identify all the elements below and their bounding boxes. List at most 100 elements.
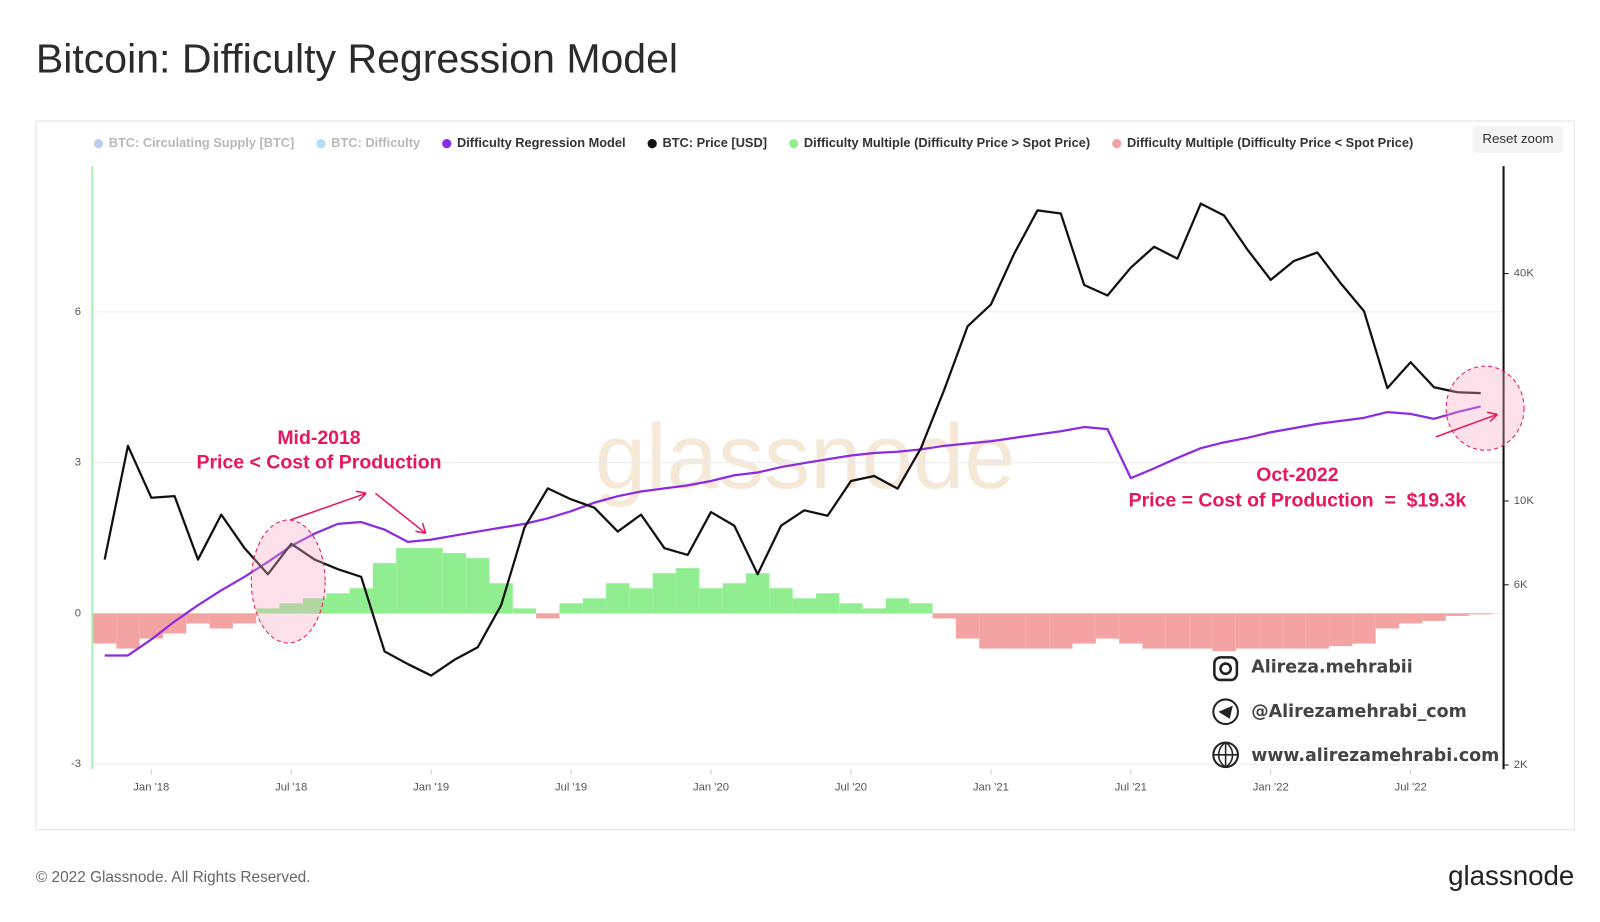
bar <box>396 548 420 614</box>
bar <box>932 613 956 619</box>
button-bg[interactable] <box>1472 126 1564 153</box>
chart-title: Bitcoin: Difficulty Regression Model <box>36 35 678 81</box>
annotation-oct-2022: Oct-2022 Price = Cost of Production = $1… <box>1129 365 1525 512</box>
legend-item[interactable]: BTC: Difficulty <box>316 135 421 150</box>
y2-tick-label: 40K <box>1514 268 1535 280</box>
bar <box>676 568 700 614</box>
y-tick-label: 6 <box>75 306 81 318</box>
highlight-ellipse <box>250 519 326 644</box>
bar <box>1142 613 1166 649</box>
y2-tick-label: 2K <box>1514 759 1528 771</box>
bar <box>419 548 443 614</box>
legend-item[interactable]: Difficulty Regression Model <box>442 135 626 150</box>
legend-marker[interactable] <box>647 138 657 149</box>
x-tick-label: Jan '21 <box>973 782 1009 794</box>
credit: www.alirezamehrabi.com <box>1251 746 1499 766</box>
chart-frame <box>35 120 1575 831</box>
bar <box>92 613 117 644</box>
annotation: Oct-2022 <box>1256 464 1338 486</box>
telegram-icon <box>1212 698 1239 726</box>
x-tick-label: Jan '22 <box>1253 782 1289 794</box>
bar <box>1165 613 1190 649</box>
plot: -3 0 3 6 2K 6K 10K 40K Jan '18 Jul '18 Jan '19 Jul … <box>71 202 1535 794</box>
legend-marker[interactable] <box>316 138 326 149</box>
legend-label[interactable]: Difficulty Multiple (Difficulty Price > … <box>804 135 1090 150</box>
y-tick-label: -3 <box>71 758 81 770</box>
bar <box>466 558 490 614</box>
line <box>104 405 1481 657</box>
bar <box>1212 613 1236 652</box>
legend-marker[interactable] <box>93 138 104 149</box>
bar <box>1002 613 1026 649</box>
bar <box>256 608 280 614</box>
bar <box>1235 613 1260 649</box>
bar <box>746 573 770 614</box>
bar <box>279 603 303 614</box>
bar <box>1329 613 1353 647</box>
legend-item[interactable]: BTC: Price [USD] <box>647 135 767 150</box>
legend-marker[interactable] <box>442 138 452 149</box>
reset-zoom-button[interactable]: Reset zoom <box>1472 126 1564 153</box>
bar <box>1119 613 1143 644</box>
bar <box>722 583 747 614</box>
arrow <box>1435 411 1498 438</box>
bar <box>652 573 677 614</box>
bar <box>1189 613 1213 649</box>
y-tick-label: 3 <box>75 457 81 469</box>
legend-marker[interactable] <box>789 138 799 149</box>
legend-label[interactable]: BTC: Circulating Supply [BTC] <box>109 135 295 150</box>
arrow <box>290 490 427 535</box>
legend-item[interactable]: Difficulty Multiple (Difficulty Price < … <box>1112 135 1413 150</box>
bar <box>1352 613 1376 644</box>
bar <box>372 563 397 614</box>
bar <box>979 613 1003 649</box>
bar <box>582 598 607 614</box>
bar <box>1025 613 1050 649</box>
instagram-icon-lens <box>1219 662 1233 676</box>
legend-label[interactable]: Difficulty Multiple (Difficulty Price < … <box>1127 135 1413 150</box>
bar <box>839 603 863 614</box>
line <box>103 202 1481 677</box>
bar <box>232 613 257 624</box>
y2-tick-label: 10K <box>1514 495 1535 507</box>
button-label[interactable]: Reset zoom <box>1482 131 1553 146</box>
bar <box>512 608 537 614</box>
highlight-ellipse <box>1445 365 1525 451</box>
y2-tick-label: 6K <box>1514 579 1528 591</box>
web-icon-globe <box>1213 741 1238 768</box>
annotation: Mid-2018 <box>277 427 360 449</box>
x-tick-label: Jul '21 <box>1115 782 1147 794</box>
bar <box>1095 613 1120 639</box>
bar <box>139 613 163 639</box>
legend-label[interactable]: BTC: Price [USD] <box>662 135 767 150</box>
annotation: Price = Cost of Production = $19.3k <box>1129 490 1467 512</box>
bar <box>885 598 910 614</box>
legend-item[interactable]: Difficulty Multiple (Difficulty Price > … <box>789 135 1090 150</box>
x-tick-label: Jan '19 <box>413 782 449 794</box>
bar <box>1282 613 1306 649</box>
bar <box>909 603 933 614</box>
legend-label[interactable]: BTC: Difficulty <box>331 135 421 150</box>
bar <box>606 583 630 614</box>
bar <box>1259 613 1283 649</box>
copyright: © 2022 Glassnode. All Rights Reserved. <box>36 869 311 886</box>
bar <box>442 553 467 614</box>
bar <box>955 613 980 639</box>
bar <box>536 613 560 619</box>
bar <box>489 583 513 614</box>
legend: BTC: Circulating Supply [BTC] BTC: Diffic… <box>93 135 1413 150</box>
bar <box>1445 613 1469 616</box>
credit: Alireza.mehrabii <box>1251 658 1412 678</box>
bar <box>629 588 653 614</box>
bar <box>1049 613 1073 649</box>
bar <box>326 593 350 614</box>
watermark: glassnode <box>595 404 1016 508</box>
bar <box>209 613 233 629</box>
legend-marker[interactable] <box>1112 138 1122 149</box>
legend-label[interactable]: Difficulty Regression Model <box>457 135 626 150</box>
bar <box>116 613 140 649</box>
legend-item[interactable]: BTC: Circulating Supply [BTC] <box>93 135 295 150</box>
bar <box>1072 613 1096 644</box>
footer-logo: glassnode <box>1448 860 1574 891</box>
x-tick-label: Jan '20 <box>693 782 729 794</box>
